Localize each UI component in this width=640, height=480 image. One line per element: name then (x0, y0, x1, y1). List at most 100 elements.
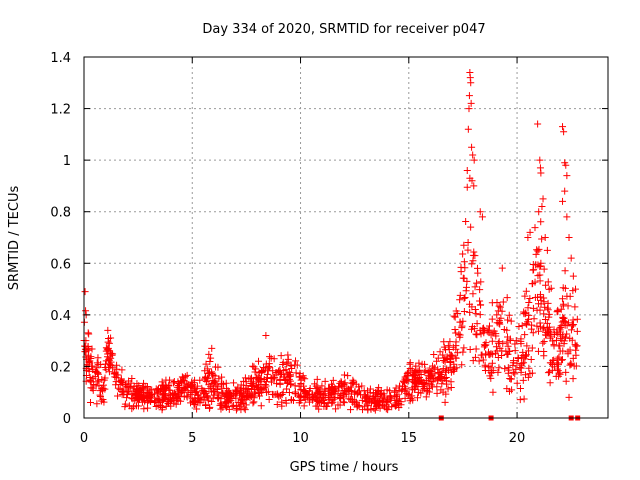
data-point (466, 308, 474, 316)
data-point (542, 331, 550, 339)
data-point (388, 403, 396, 411)
data-point (217, 405, 225, 413)
data-point (459, 317, 467, 325)
data-point (482, 350, 490, 358)
data-point (479, 325, 487, 333)
data-point (345, 395, 353, 403)
data-point (434, 365, 442, 373)
data-point (452, 307, 460, 315)
data-point (451, 326, 459, 334)
data-point (94, 369, 102, 377)
data-point (284, 351, 292, 359)
data-point (272, 390, 280, 398)
data-point (296, 373, 304, 381)
data-point (354, 402, 362, 410)
y-tick-label: 0.8 (50, 206, 71, 221)
data-point (481, 363, 489, 371)
data-point (178, 373, 186, 381)
data-point (242, 378, 250, 386)
data-point (263, 370, 271, 378)
data-point-spike (534, 120, 542, 128)
data-point (528, 369, 536, 377)
data-point (550, 342, 558, 350)
data-point (508, 386, 516, 394)
data-point (469, 357, 477, 365)
data-point (404, 368, 412, 376)
data-point (138, 389, 146, 397)
data-point (121, 403, 129, 411)
data-point-spike (465, 92, 473, 100)
data-point (383, 397, 391, 405)
data-point (531, 294, 539, 302)
data-point (354, 389, 362, 397)
data-point (569, 375, 577, 383)
data-point (534, 261, 542, 269)
data-point (140, 405, 148, 413)
data-point (533, 306, 541, 314)
data-point (540, 298, 548, 306)
data-point (433, 357, 441, 365)
data-point (194, 391, 202, 399)
data-point (447, 383, 455, 391)
data-point (536, 319, 544, 327)
data-point (444, 342, 452, 350)
data-point-spike (543, 246, 551, 254)
data-point (488, 315, 496, 323)
data-point (531, 224, 539, 232)
data-point (430, 351, 438, 359)
x-tick-label: 0 (80, 431, 88, 446)
data-point (519, 348, 527, 356)
data-point (293, 361, 301, 369)
data-point (276, 376, 284, 384)
data-point (250, 398, 258, 406)
data-point (140, 379, 148, 387)
data-point (218, 373, 226, 381)
data-point (349, 378, 357, 386)
data-point (573, 315, 581, 323)
data-point (518, 322, 526, 330)
data-point (468, 303, 476, 311)
data-point (217, 380, 225, 388)
data-point (205, 350, 213, 358)
data-point (265, 396, 273, 404)
data-point (517, 340, 525, 348)
axis-ticks (83, 56, 608, 419)
data-point (237, 385, 245, 393)
data-point (261, 365, 269, 373)
data-point (344, 372, 352, 380)
data-point (475, 357, 483, 365)
data-point (206, 403, 214, 411)
data-point-spike (538, 203, 546, 211)
data-point (557, 322, 565, 330)
data-point (292, 369, 300, 377)
data-point (459, 348, 467, 356)
data-point (522, 320, 530, 328)
data-point (492, 343, 500, 351)
data-point (222, 393, 230, 401)
data-point (540, 310, 548, 318)
data-point (504, 342, 512, 350)
data-point (374, 401, 382, 409)
data-point (534, 327, 542, 335)
data-point (414, 388, 422, 396)
data-point (534, 247, 542, 255)
x-axis-title: GPS time / hours (290, 460, 399, 475)
data-point (230, 401, 238, 409)
data-point (375, 387, 383, 395)
data-point (529, 266, 537, 274)
data-point (489, 388, 497, 396)
data-point (546, 379, 554, 387)
data-point (511, 370, 519, 378)
data-point-spike (526, 228, 534, 236)
data-point (328, 399, 336, 407)
data-point (99, 381, 107, 389)
data-point (540, 265, 548, 273)
data-point (130, 382, 138, 390)
data-point (433, 389, 441, 397)
data-point (303, 392, 311, 400)
data-point (165, 394, 173, 402)
data-point (488, 359, 496, 367)
data-point-spike (469, 151, 477, 159)
data-point (113, 361, 121, 369)
data-point (268, 378, 276, 386)
